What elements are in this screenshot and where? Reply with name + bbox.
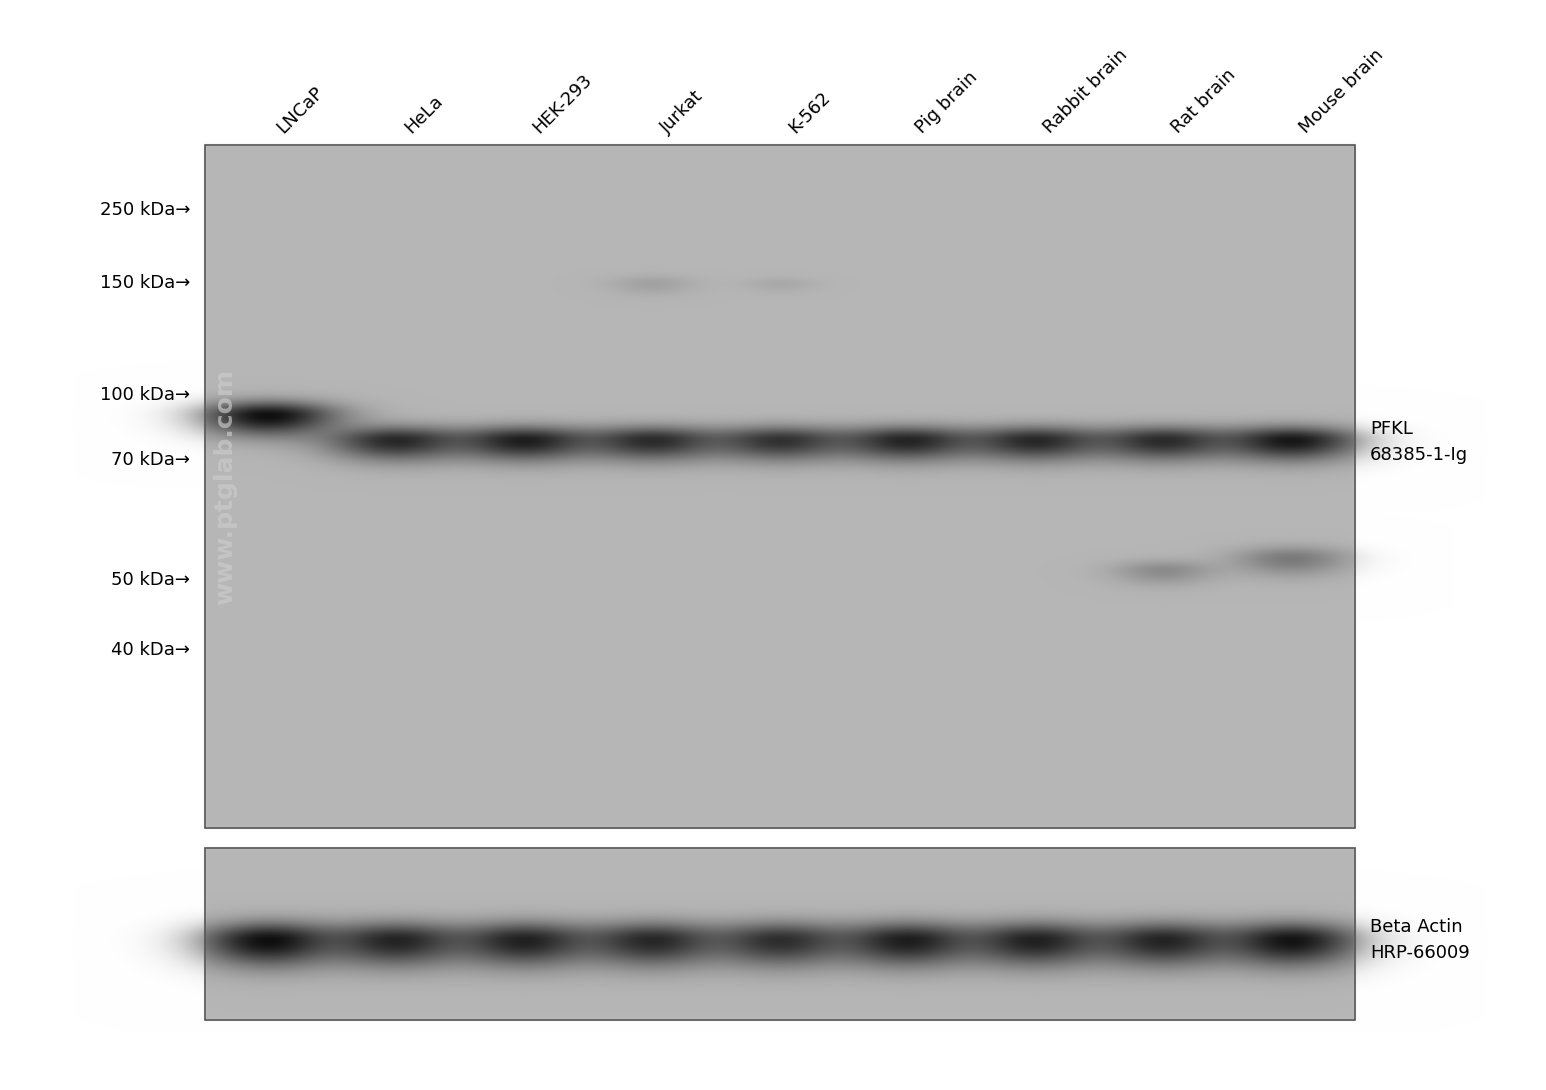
Text: Mouse brain: Mouse brain	[1296, 46, 1387, 137]
Text: HEK-293: HEK-293	[529, 71, 595, 137]
Text: HeLa: HeLa	[400, 92, 447, 137]
Text: Jurkat: Jurkat	[657, 87, 707, 137]
Text: 150 kDa→: 150 kDa→	[99, 274, 190, 292]
Text: 50 kDa→: 50 kDa→	[111, 571, 190, 589]
Text: 250 kDa→: 250 kDa→	[99, 201, 190, 219]
Text: Rat brain: Rat brain	[1167, 65, 1240, 137]
Text: Pig brain: Pig brain	[912, 69, 980, 137]
Text: Beta Actin
HRP-66009: Beta Actin HRP-66009	[1370, 919, 1470, 961]
Text: www.ptglab.com: www.ptglab.com	[213, 368, 237, 605]
Bar	[206, 848, 1354, 1020]
Text: Rabbit brain: Rabbit brain	[1040, 46, 1132, 137]
Text: LNCaP: LNCaP	[274, 83, 326, 137]
Text: 70 kDa→: 70 kDa→	[111, 451, 190, 469]
Text: K-562: K-562	[785, 88, 833, 137]
Text: 100 kDa→: 100 kDa→	[100, 386, 190, 404]
Text: PFKL
68385-1-Ig: PFKL 68385-1-Ig	[1370, 421, 1469, 463]
Bar	[206, 145, 1354, 828]
Text: 40 kDa→: 40 kDa→	[111, 641, 190, 659]
